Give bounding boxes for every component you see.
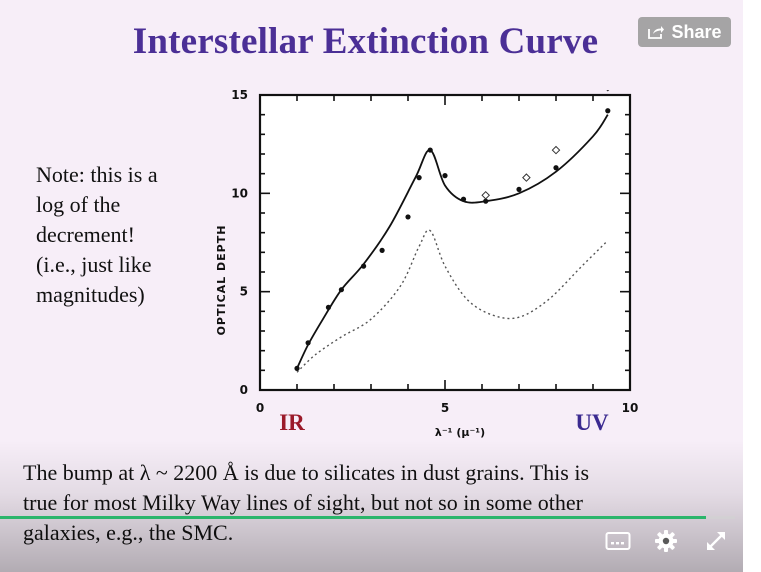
data-point xyxy=(553,165,559,171)
data-point xyxy=(427,147,433,153)
slide-title: Interstellar Extinction Curve xyxy=(132,21,599,62)
extinction-chart: 0 5 10 0 5 10 15 OPTICAL DEPTH λ⁻¹ (μ⁻¹) IR UV xyxy=(215,90,638,439)
ir-label: IR xyxy=(279,410,305,435)
progress-bar-fill xyxy=(0,516,706,519)
slide-caption: The bump at λ ~ 2200 Å is due to silicat… xyxy=(23,458,723,548)
note-text: Note: this is a log of the decrement! (i… xyxy=(36,160,196,310)
x-tick-label: 10 xyxy=(622,401,639,415)
axis-ticks xyxy=(259,94,631,391)
gear-icon xyxy=(654,529,678,558)
data-point xyxy=(460,196,467,202)
caption-line: galaxies, e.g., the SMC. xyxy=(23,520,234,545)
note-line: decrement! xyxy=(36,222,135,247)
data-point xyxy=(605,108,611,114)
video-player[interactable]: Interstellar Extinction Curve Share Note… xyxy=(0,0,743,572)
data-point xyxy=(325,304,332,310)
y-tick-label: 0 xyxy=(240,383,248,397)
share-button[interactable]: Share xyxy=(638,17,731,47)
data-point xyxy=(338,287,344,293)
note-line: log of the xyxy=(36,192,121,217)
chart-series xyxy=(294,90,611,373)
caption-line: true for most Milky Way lines of sight, … xyxy=(23,490,584,515)
plot-frame xyxy=(258,93,632,392)
fullscreen-icon xyxy=(705,530,727,557)
data-point xyxy=(442,173,448,179)
x-tick-label: 5 xyxy=(441,401,449,415)
data-point xyxy=(405,214,411,220)
share-label: Share xyxy=(671,21,722,42)
data-point xyxy=(361,263,367,269)
uv-label: UV xyxy=(575,410,609,435)
data-point xyxy=(483,198,489,204)
note-line: Note: this is a xyxy=(36,162,158,187)
x-axis-label: λ⁻¹ (μ⁻¹) xyxy=(435,426,485,439)
settings-button[interactable] xyxy=(651,528,681,558)
y-tick-label: 15 xyxy=(231,90,248,102)
x-tick-label: 0 xyxy=(256,401,264,415)
data-point xyxy=(294,365,300,371)
note-line: (i.e., just like xyxy=(36,252,152,277)
data-point xyxy=(379,247,385,253)
data-point xyxy=(516,186,522,192)
captions-icon xyxy=(605,531,631,556)
captions-button[interactable] xyxy=(603,528,633,558)
data-point-open xyxy=(606,90,610,92)
page-margin xyxy=(743,0,761,572)
y-axis-label: OPTICAL DEPTH xyxy=(215,225,228,336)
tick-labels: 0 5 10 0 5 10 15 xyxy=(231,90,638,415)
share-icon xyxy=(647,24,665,40)
data-point-open xyxy=(551,145,561,155)
caption-line: The bump at λ ~ 2200 Å is due to silicat… xyxy=(23,460,590,485)
y-tick-label: 5 xyxy=(240,285,248,299)
data-point xyxy=(416,175,422,181)
fullscreen-button[interactable] xyxy=(701,528,731,558)
note-line: magnitudes) xyxy=(36,282,145,307)
y-tick-label: 10 xyxy=(231,186,248,200)
data-point-open xyxy=(481,190,491,200)
data-point xyxy=(305,340,311,346)
data-point-open xyxy=(522,173,531,182)
progress-bar[interactable] xyxy=(0,516,735,519)
